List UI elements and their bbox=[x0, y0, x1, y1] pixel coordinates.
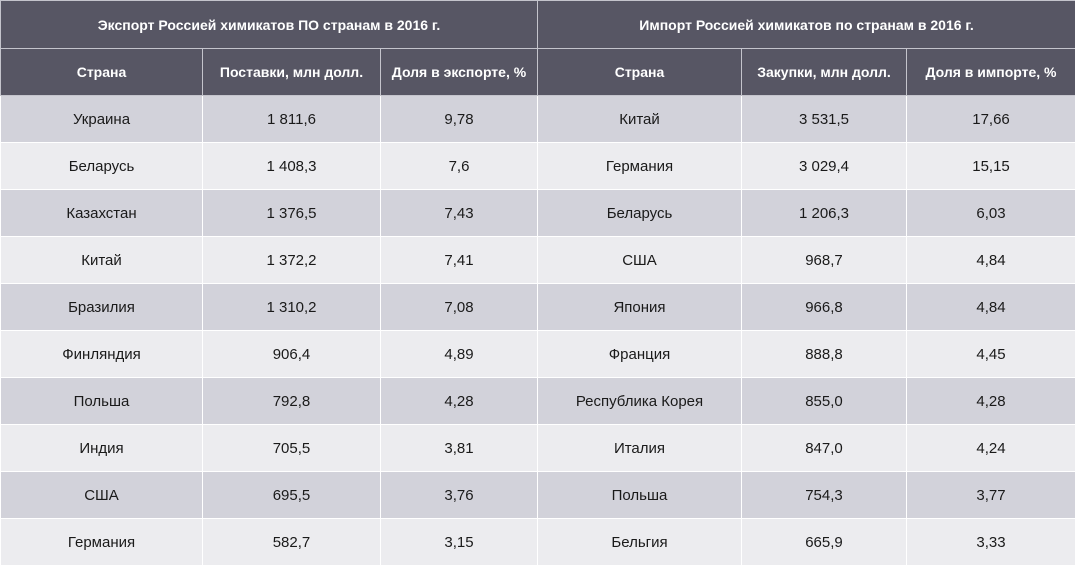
export-country: Казахстан bbox=[0, 189, 203, 237]
import-country: Германия bbox=[537, 142, 742, 190]
export-supplies: 792,8 bbox=[202, 377, 381, 425]
export-share: 9,78 bbox=[380, 95, 538, 143]
export-share: 7,41 bbox=[380, 236, 538, 284]
export-country: Бразилия bbox=[0, 283, 203, 331]
import-country: Польша bbox=[537, 471, 742, 519]
export-share: 4,89 bbox=[380, 330, 538, 378]
export-title: Экспорт Россией химикатов ПО странам в 2… bbox=[0, 0, 538, 49]
import-purchases: 754,3 bbox=[741, 471, 907, 519]
import-header-share: Доля в импорте, % bbox=[905, 48, 1075, 96]
table-row: США 695,5 3,76 Польша 754,3 3,77 bbox=[0, 471, 1075, 519]
export-share: 4,28 bbox=[380, 377, 538, 425]
export-header-share: Доля в экспорте, % bbox=[380, 48, 538, 96]
export-supplies: 1 372,2 bbox=[202, 236, 381, 284]
export-share: 7,08 bbox=[380, 283, 538, 331]
import-share: 4,45 bbox=[905, 330, 1075, 378]
table-row: Казахстан 1 376,5 7,43 Беларусь 1 206,3 … bbox=[0, 189, 1075, 237]
export-share: 7,43 bbox=[380, 189, 538, 237]
import-purchases: 847,0 bbox=[741, 424, 907, 472]
import-share: 6,03 bbox=[905, 189, 1075, 237]
import-purchases: 888,8 bbox=[741, 330, 907, 378]
import-title: Импорт Россией химикатов по странам в 20… bbox=[536, 0, 1075, 49]
export-supplies: 1 811,6 bbox=[202, 95, 381, 143]
import-country: Италия bbox=[537, 424, 742, 472]
export-country: Китай bbox=[0, 236, 203, 284]
export-supplies: 695,5 bbox=[202, 471, 381, 519]
export-share: 3,81 bbox=[380, 424, 538, 472]
export-supplies: 906,4 bbox=[202, 330, 381, 378]
import-purchases: 3 029,4 bbox=[741, 142, 907, 190]
import-purchases: 968,7 bbox=[741, 236, 907, 284]
import-country: Беларусь bbox=[537, 189, 742, 237]
import-share: 3,33 bbox=[905, 518, 1075, 566]
export-share: 3,15 bbox=[380, 518, 538, 566]
import-purchases: 1 206,3 bbox=[741, 189, 907, 237]
import-country: Китай bbox=[537, 95, 742, 143]
import-share: 4,84 bbox=[905, 236, 1075, 284]
table-row: Бразилия 1 310,2 7,08 Япония 966,8 4,84 bbox=[0, 283, 1075, 331]
export-supplies: 705,5 bbox=[202, 424, 381, 472]
import-country: США bbox=[537, 236, 742, 284]
import-country: Бельгия bbox=[537, 518, 742, 566]
table-row: Китай 1 372,2 7,41 США 968,7 4,84 bbox=[0, 236, 1075, 284]
export-supplies: 1 310,2 bbox=[202, 283, 381, 331]
import-purchases: 966,8 bbox=[741, 283, 907, 331]
export-country: Индия bbox=[0, 424, 203, 472]
import-country: Франция bbox=[537, 330, 742, 378]
import-purchases: 3 531,5 bbox=[741, 95, 907, 143]
import-purchases: 665,9 bbox=[741, 518, 907, 566]
export-country: Украина bbox=[0, 95, 203, 143]
table-row: Германия 582,7 3,15 Бельгия 665,9 3,33 bbox=[0, 518, 1075, 566]
export-header-country: Страна bbox=[0, 48, 203, 96]
export-country: Германия bbox=[0, 518, 203, 566]
import-header-country: Страна bbox=[537, 48, 742, 96]
export-header-supplies: Поставки, млн долл. bbox=[202, 48, 381, 96]
export-country: Финляндия bbox=[0, 330, 203, 378]
export-supplies: 1 376,5 bbox=[202, 189, 381, 237]
export-share: 7,6 bbox=[380, 142, 538, 190]
import-purchases: 855,0 bbox=[741, 377, 907, 425]
import-country: Япония bbox=[537, 283, 742, 331]
import-share: 3,77 bbox=[905, 471, 1075, 519]
export-country: Польша bbox=[0, 377, 203, 425]
import-header-purchases: Закупки, млн долл. bbox=[741, 48, 907, 96]
import-share: 17,66 bbox=[905, 95, 1075, 143]
import-country: Республика Корея bbox=[537, 377, 742, 425]
table-row: Финляндия 906,4 4,89 Франция 888,8 4,45 bbox=[0, 330, 1075, 378]
import-share: 4,84 bbox=[905, 283, 1075, 331]
table-row: Индия 705,5 3,81 Италия 847,0 4,24 bbox=[0, 424, 1075, 472]
import-share: 15,15 bbox=[905, 142, 1075, 190]
table-row: Польша 792,8 4,28 Республика Корея 855,0… bbox=[0, 377, 1075, 425]
export-supplies: 1 408,3 bbox=[202, 142, 381, 190]
table-row: Беларусь 1 408,3 7,6 Германия 3 029,4 15… bbox=[0, 142, 1075, 190]
table-row: Украина 1 811,6 9,78 Китай 3 531,5 17,66 bbox=[0, 95, 1075, 143]
export-share: 3,76 bbox=[380, 471, 538, 519]
import-share: 4,24 bbox=[905, 424, 1075, 472]
import-share: 4,28 bbox=[905, 377, 1075, 425]
export-country: США bbox=[0, 471, 203, 519]
export-supplies: 582,7 bbox=[202, 518, 381, 566]
export-country: Беларусь bbox=[0, 142, 203, 190]
